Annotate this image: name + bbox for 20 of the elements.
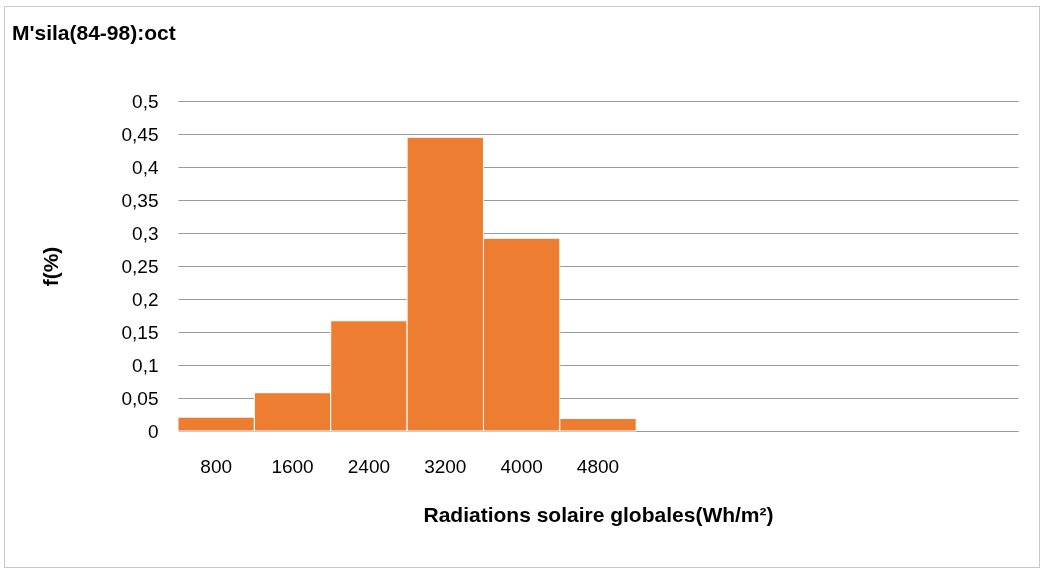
y-tick-label: 0,35 (121, 189, 159, 211)
y-tick-label: 0,3 (132, 222, 159, 244)
chart-title: M'sila(84-98):oct (12, 21, 176, 44)
x-axis-title: Radiations solaire globales(Wh/m²) (423, 502, 774, 526)
x-tick-label: 3200 (424, 455, 467, 477)
y-tick-label: 0,4 (132, 156, 159, 178)
y-tick-label: 0,45 (121, 123, 159, 145)
x-tick-label: 4000 (500, 455, 543, 477)
x-tick-label: 4800 (576, 455, 620, 477)
y-tick-label: 0,05 (121, 387, 159, 409)
y-axis-title: f(%) (38, 246, 62, 287)
y-tick-label: 0,2 (132, 288, 159, 310)
x-tick-label: 2400 (347, 455, 391, 477)
y-tick-label: 0,5 (132, 90, 159, 112)
y-tick-label: 0,25 (121, 255, 159, 277)
x-tick-label: 800 (200, 455, 233, 477)
y-tick-label: 0 (147, 420, 159, 442)
y-tick-label: 0,15 (121, 321, 159, 343)
y-tick-label: 0,1 (132, 354, 159, 376)
x-tick-label: 1600 (271, 455, 314, 477)
